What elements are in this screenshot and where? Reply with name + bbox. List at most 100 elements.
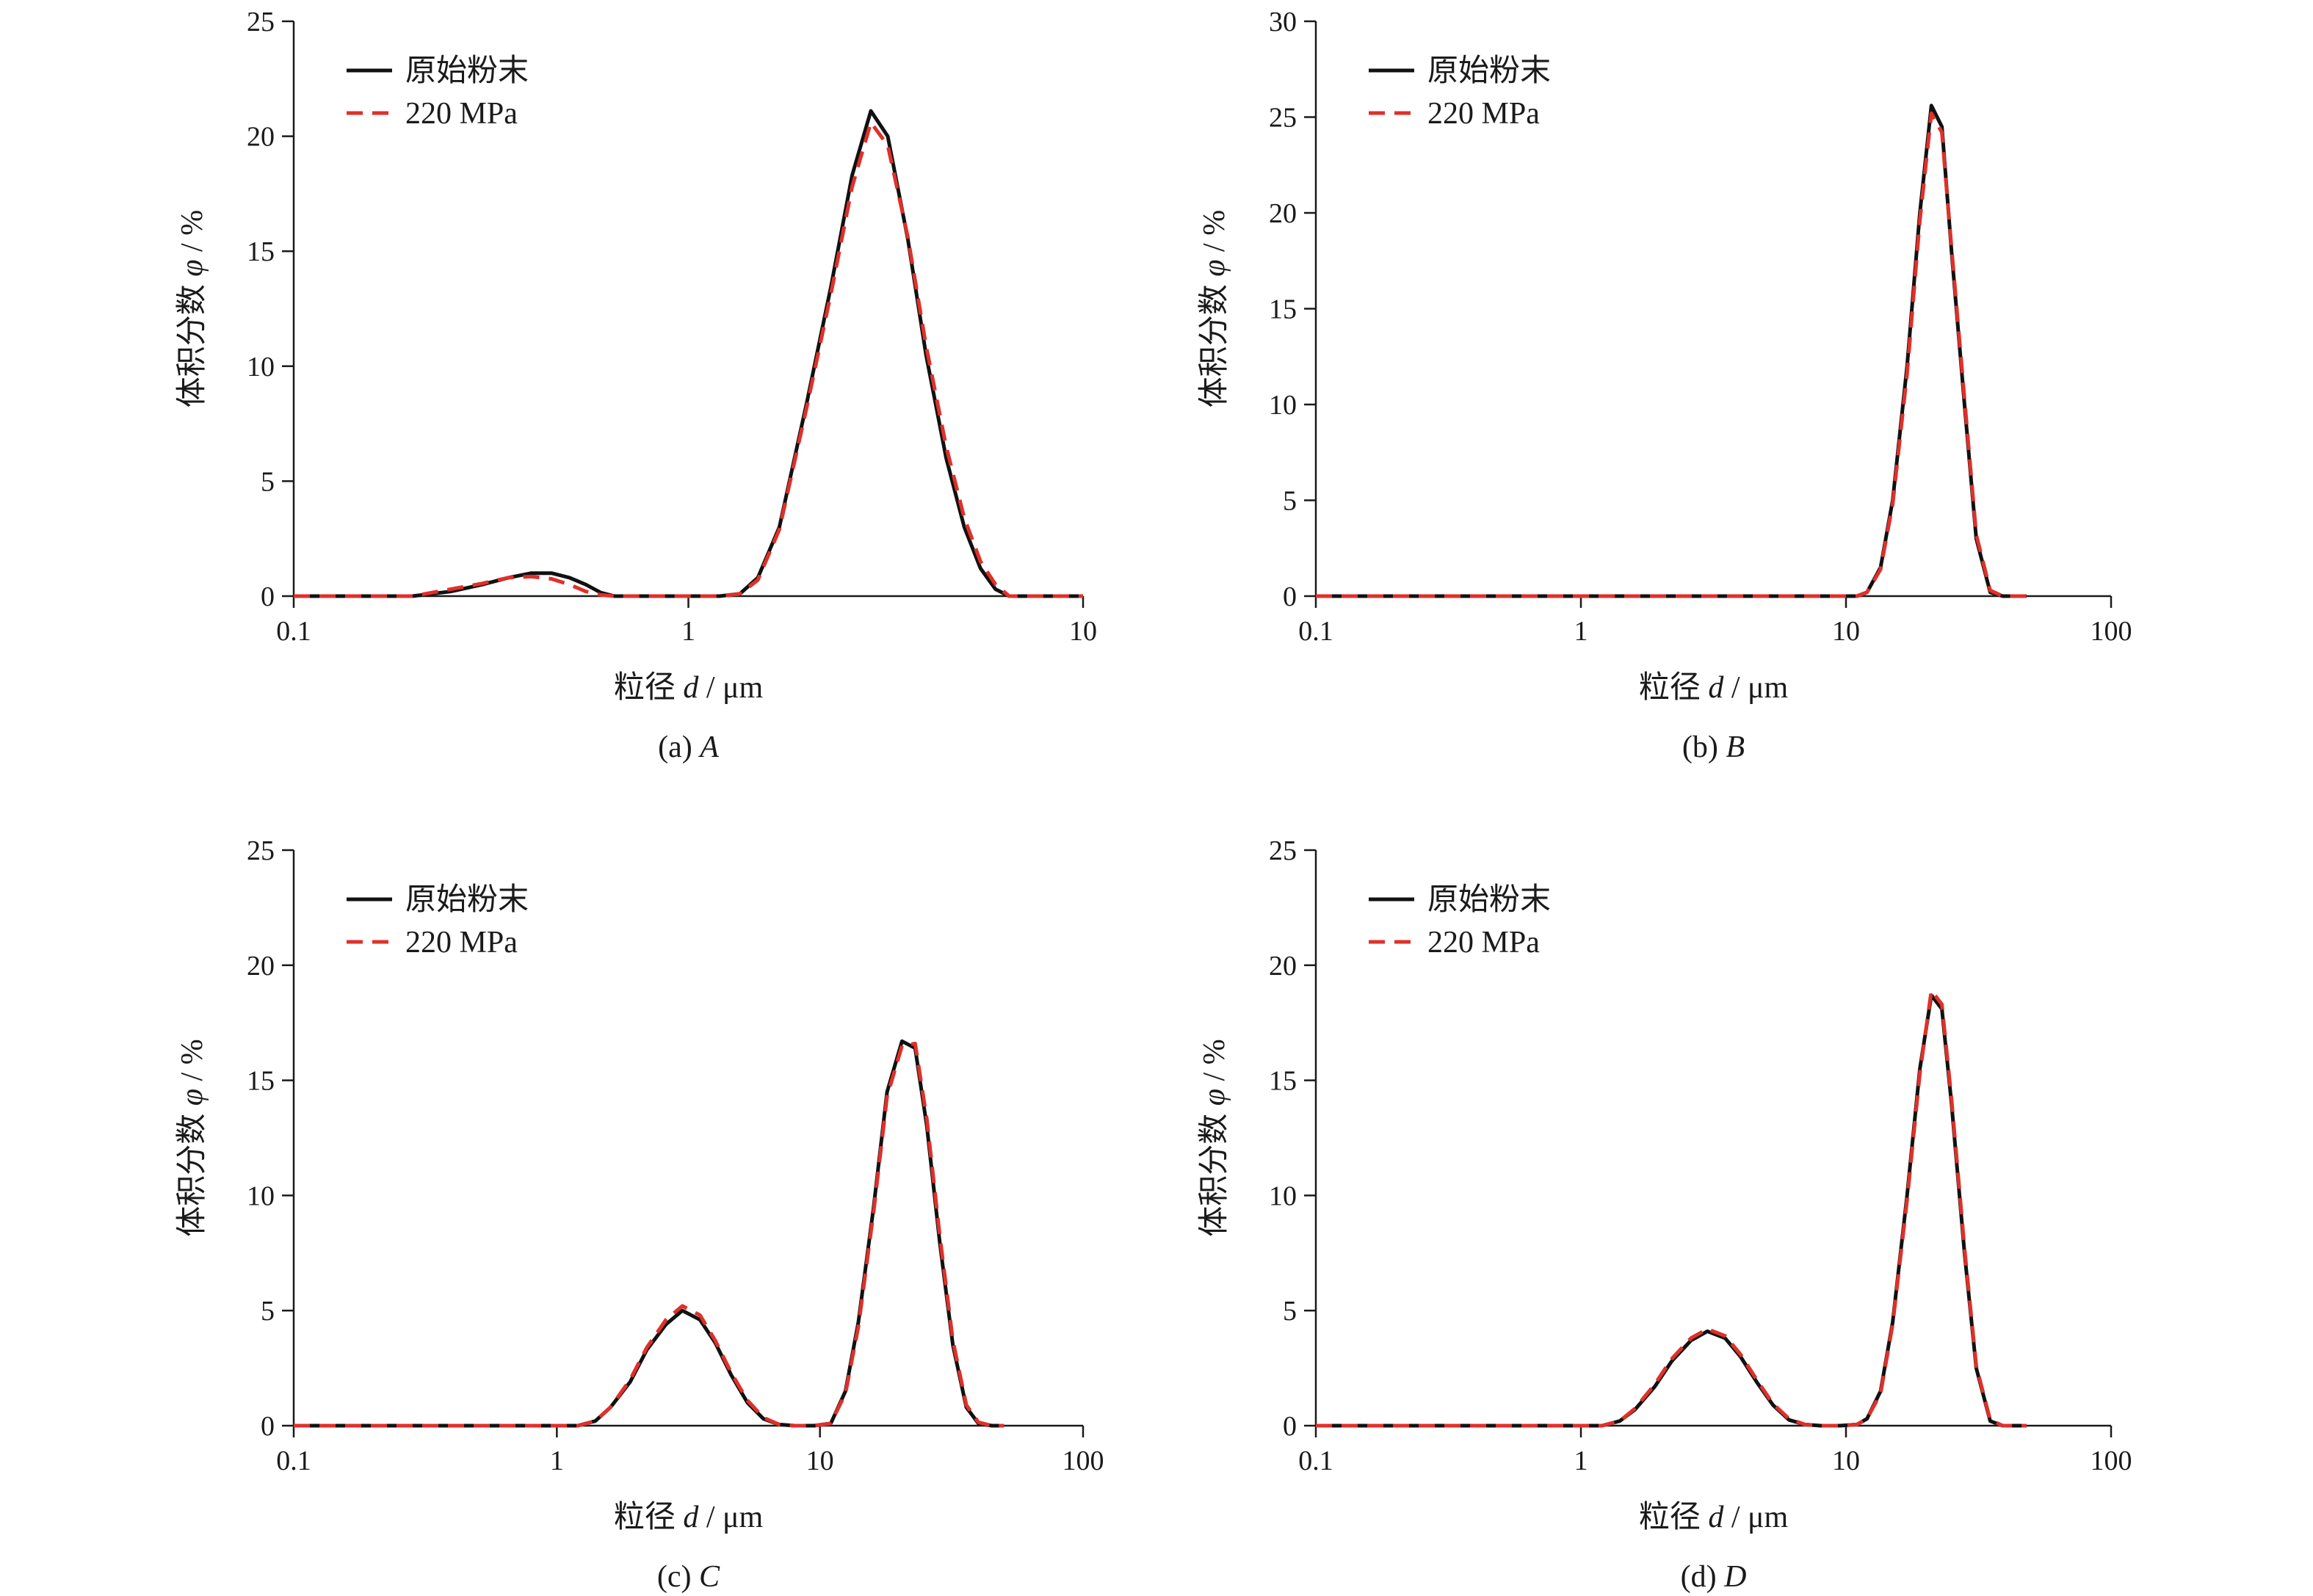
y-tick-label: 10 <box>247 1180 275 1211</box>
y-tick-label: 20 <box>1269 198 1297 229</box>
y-tick-label: 25 <box>247 835 275 866</box>
chart-panel-2: 0 5 10 15 20 25 30 0.1 1 10 100 原始粉末 220 MPa 粒径 d / μ… <box>1198 7 2132 764</box>
panel-caption-letter: A <box>698 730 719 764</box>
x-tick-label: 0.1 <box>1298 616 1333 647</box>
y-tick-label: 25 <box>1269 103 1297 134</box>
y-axis-label-prefix: 体积分数 <box>175 1106 209 1237</box>
y-axis-label-unit: / % <box>1198 1039 1231 1089</box>
y-tick-label: 0 <box>261 581 275 612</box>
y-tick-label: 0 <box>1283 1411 1297 1442</box>
y-axis-label: 体积分数 φ / % <box>175 1039 209 1236</box>
y-tick-label: 30 <box>1269 7 1297 37</box>
y-tick-label: 25 <box>1269 835 1297 866</box>
x-axis-label-unit: / μm <box>698 1501 763 1534</box>
y-axis-label-var: φ <box>1198 1089 1231 1106</box>
y-axis-label: 体积分数 φ / % <box>1198 210 1231 407</box>
legend-label: 原始粉末 <box>1427 54 1551 88</box>
x-tick-label: 100 <box>2091 1446 2132 1476</box>
series-line-original-powder <box>294 109 1083 598</box>
panel-caption: (b) B <box>1682 730 1745 764</box>
y-tick-label: 10 <box>1269 390 1297 421</box>
x-tick-label: 0.1 <box>1298 1446 1333 1476</box>
y-tick-label: 20 <box>247 951 275 982</box>
panel-caption-letter: B <box>1726 730 1745 764</box>
x-tick-label: 1 <box>681 616 695 647</box>
chart-panel-4: 0 5 10 15 20 25 0.1 1 10 100 原始粉末 220 MPa 粒径 d / μm 体… <box>1198 835 2132 1594</box>
y-axis-label-unit: / % <box>1198 210 1231 260</box>
series-line-220mpa <box>1316 988 2027 1428</box>
y-tick-label: 15 <box>1269 294 1297 325</box>
panel-caption-prefix: (d) <box>1681 1560 1724 1594</box>
x-axis-label-var: d <box>683 671 699 705</box>
x-tick-label: 10 <box>1832 1446 1860 1476</box>
y-tick-label: 0 <box>1283 581 1297 612</box>
x-axis-label-prefix: 粒径 <box>1639 1501 1709 1534</box>
y-tick-label: 15 <box>247 1066 275 1097</box>
x-axis-label: 粒径 d / μm <box>614 1501 764 1534</box>
y-axis-label: 体积分数 φ / % <box>1198 1039 1231 1236</box>
panel-caption-prefix: (b) <box>1682 730 1726 764</box>
x-tick-label: 10 <box>1832 616 1860 647</box>
series-line-original-powder <box>294 1039 1005 1428</box>
legend-label: 原始粉末 <box>1427 883 1551 917</box>
panel-caption-letter: C <box>699 1560 720 1594</box>
x-tick-label: 0.1 <box>276 1446 311 1476</box>
x-tick-label: 1 <box>550 1446 564 1476</box>
legend-label: 220 MPa <box>405 97 518 131</box>
y-tick-label: 0 <box>261 1411 275 1442</box>
y-tick-label: 25 <box>247 7 275 37</box>
chart-panel-3: 0 5 10 15 20 25 0.1 1 10 100 原始粉末 220 MPa 粒径 d / μm 体… <box>175 835 1104 1594</box>
panel-caption: (d) D <box>1681 1560 1747 1594</box>
legend-label: 220 MPa <box>1427 926 1540 960</box>
y-tick-label: 5 <box>261 466 275 497</box>
legend-label: 原始粉末 <box>405 883 529 917</box>
y-tick-label: 5 <box>1283 1296 1297 1327</box>
x-axis-label-var: d <box>1708 671 1724 705</box>
y-axis-label-var: φ <box>175 1089 209 1106</box>
x-axis-label-unit: / μm <box>698 671 763 705</box>
y-tick-label: 5 <box>1283 486 1297 517</box>
y-tick-label: 5 <box>261 1296 275 1327</box>
x-axis-label: 粒径 d / μm <box>1639 1501 1789 1534</box>
chart-panel-1: 0 5 10 15 20 25 0.1 1 10 原始粉末 220 MPa 粒径 d / μm 体积分数… <box>175 7 1097 764</box>
legend: 原始粉末 220 MPa <box>1369 54 1551 131</box>
panel-caption-prefix: (a) <box>658 730 700 764</box>
y-tick-label: 10 <box>1269 1180 1297 1211</box>
y-tick-label: 10 <box>247 352 275 382</box>
y-axis-label-prefix: 体积分数 <box>1198 1106 1231 1237</box>
x-axis-label-prefix: 粒径 <box>614 671 684 705</box>
panel-caption-letter: D <box>1723 1560 1746 1594</box>
x-axis-label-unit: / μm <box>1723 1501 1788 1534</box>
legend-label: 220 MPa <box>1427 97 1540 131</box>
y-axis-label: 体积分数 φ / % <box>175 210 209 407</box>
y-tick-label: 15 <box>1269 1066 1297 1097</box>
x-tick-label: 10 <box>806 1446 834 1476</box>
y-axis-label-prefix: 体积分数 <box>1198 277 1231 408</box>
y-axis-label-prefix: 体积分数 <box>175 277 209 408</box>
series-line-original-powder <box>1316 104 2027 598</box>
legend: 原始粉末 220 MPa <box>347 883 529 960</box>
x-tick-label: 1 <box>1574 616 1588 647</box>
panel-caption: (a) A <box>658 730 719 764</box>
y-axis-label-var: φ <box>175 259 209 276</box>
y-axis-label-var: φ <box>1198 259 1231 276</box>
x-tick-label: 0.1 <box>276 616 311 647</box>
series-line-220mpa <box>1316 111 2027 598</box>
y-tick-label: 15 <box>247 236 275 267</box>
legend: 原始粉末 220 MPa <box>1369 883 1551 960</box>
x-tick-label: 1 <box>1574 1446 1588 1476</box>
x-tick-label: 100 <box>2091 616 2132 647</box>
x-tick-label: 100 <box>1063 1446 1104 1476</box>
y-axis-label-unit: / % <box>175 210 209 260</box>
x-tick-label: 10 <box>1069 616 1097 647</box>
series-line-220mpa <box>294 1041 1005 1428</box>
x-axis-label-prefix: 粒径 <box>1639 671 1709 705</box>
y-axis-label-unit: / % <box>175 1039 209 1089</box>
y-tick-label: 20 <box>1269 951 1297 982</box>
legend-label: 原始粉末 <box>405 54 529 88</box>
x-axis-label: 粒径 d / μm <box>1639 671 1789 705</box>
legend: 原始粉末 220 MPa <box>347 54 529 131</box>
legend-label: 220 MPa <box>405 926 518 960</box>
panel-caption: (c) C <box>657 1560 720 1594</box>
